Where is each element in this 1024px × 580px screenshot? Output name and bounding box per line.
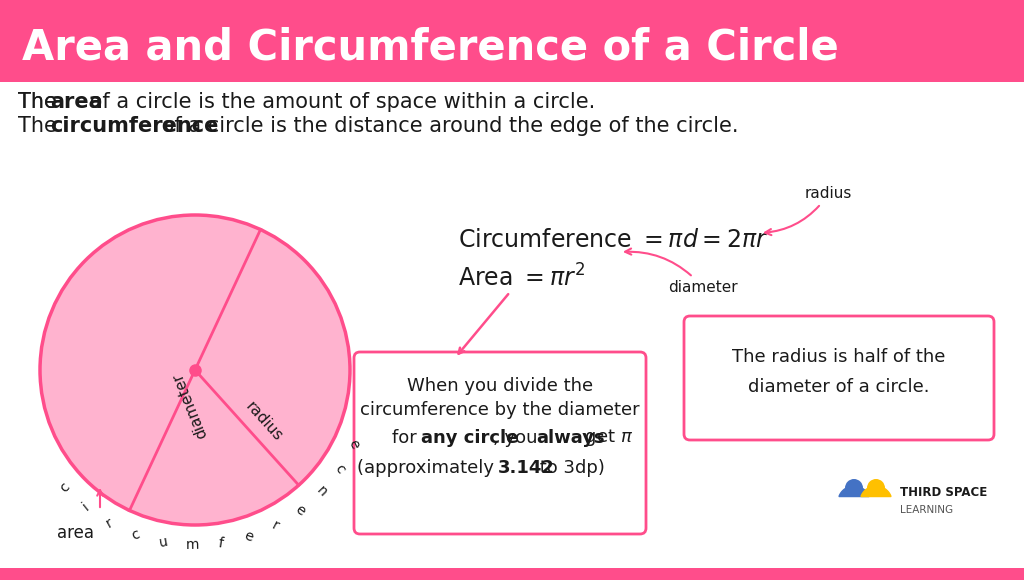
Text: e: e bbox=[292, 502, 307, 519]
Text: r: r bbox=[103, 515, 116, 530]
Circle shape bbox=[867, 479, 885, 497]
Text: f: f bbox=[217, 536, 224, 550]
Text: The: The bbox=[18, 92, 63, 112]
Text: area: area bbox=[56, 524, 93, 542]
Text: of a circle is the amount of space within a circle.: of a circle is the amount of space withi… bbox=[83, 92, 595, 112]
Text: LEARNING: LEARNING bbox=[900, 505, 953, 515]
Text: to 3dp): to 3dp) bbox=[534, 459, 605, 477]
Text: any circle: any circle bbox=[421, 429, 518, 447]
Text: e: e bbox=[243, 528, 255, 545]
Text: Area and Circumference of a Circle: Area and Circumference of a Circle bbox=[22, 27, 839, 69]
Text: e: e bbox=[345, 437, 361, 451]
Text: get $\pi$: get $\pi$ bbox=[580, 427, 633, 448]
Text: r: r bbox=[269, 518, 282, 533]
Text: THIRD SPACE: THIRD SPACE bbox=[900, 485, 987, 498]
Text: radius: radius bbox=[765, 186, 852, 235]
FancyBboxPatch shape bbox=[354, 352, 646, 534]
Text: i: i bbox=[80, 500, 92, 513]
Text: The: The bbox=[18, 92, 63, 112]
FancyBboxPatch shape bbox=[0, 0, 1024, 82]
Text: diameter: diameter bbox=[170, 370, 210, 440]
Text: The radius is half of the: The radius is half of the bbox=[732, 348, 946, 366]
Bar bbox=[0, 568, 1024, 580]
Circle shape bbox=[845, 479, 863, 497]
Text: of a circle is the distance around the edge of the circle.: of a circle is the distance around the e… bbox=[155, 116, 738, 136]
Text: circumference by the diameter: circumference by the diameter bbox=[360, 401, 640, 419]
Text: Circumference $= \pi d = 2\pi r$: Circumference $= \pi d = 2\pi r$ bbox=[458, 228, 768, 252]
Text: diameter: diameter bbox=[625, 248, 737, 295]
Text: for: for bbox=[392, 429, 423, 447]
Text: c: c bbox=[130, 527, 141, 542]
Text: u: u bbox=[158, 535, 169, 550]
Text: n: n bbox=[313, 483, 330, 499]
FancyBboxPatch shape bbox=[684, 316, 994, 440]
Text: Area $= \pi r^2$: Area $= \pi r^2$ bbox=[458, 264, 586, 292]
Polygon shape bbox=[839, 486, 869, 496]
Text: always: always bbox=[536, 429, 604, 447]
Text: When you divide the: When you divide the bbox=[407, 377, 593, 395]
Text: area: area bbox=[50, 92, 102, 112]
Text: c: c bbox=[332, 462, 347, 476]
Text: circumference: circumference bbox=[50, 116, 218, 136]
Text: , you: , you bbox=[493, 429, 543, 447]
Text: 3.142: 3.142 bbox=[498, 459, 555, 477]
Text: The: The bbox=[18, 92, 63, 112]
Text: diameter of a circle.: diameter of a circle. bbox=[749, 378, 930, 396]
Text: c: c bbox=[57, 480, 73, 495]
Polygon shape bbox=[861, 486, 891, 496]
Text: radius: radius bbox=[243, 398, 286, 444]
Text: (approximately: (approximately bbox=[357, 459, 500, 477]
Text: m: m bbox=[185, 538, 199, 552]
Circle shape bbox=[40, 215, 350, 525]
Text: The: The bbox=[18, 116, 63, 136]
